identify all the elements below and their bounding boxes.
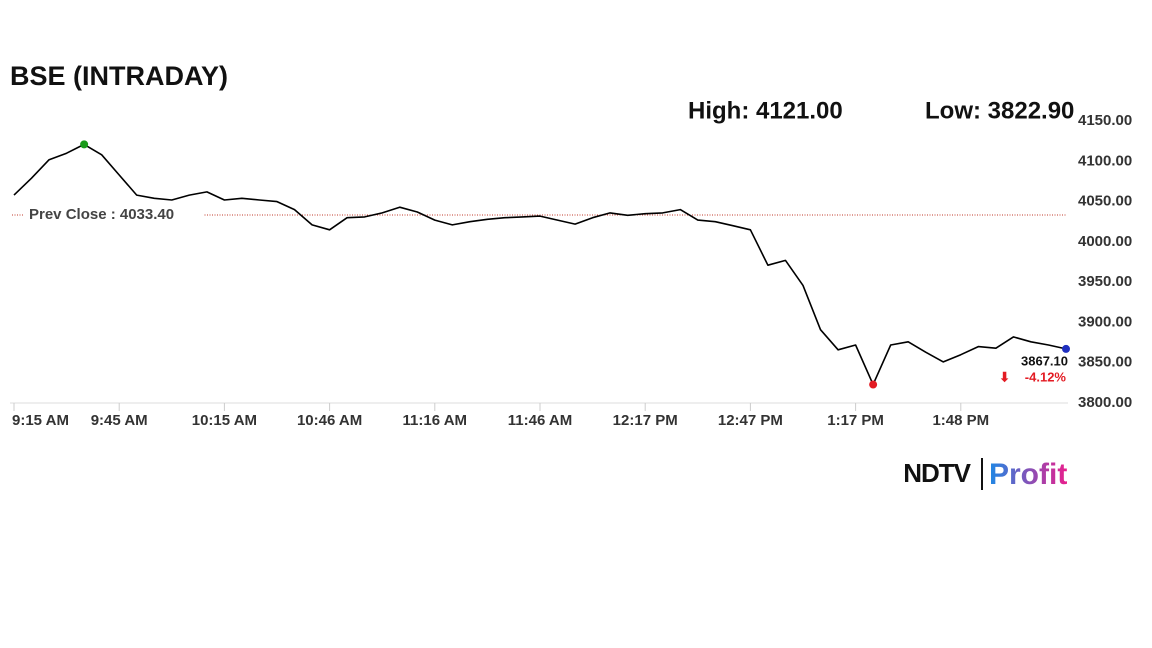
x-tick-label: 1:17 PM — [827, 412, 884, 429]
y-tick-label: 3950.00 — [1078, 273, 1132, 290]
down-arrow: ⬇ — [999, 369, 1010, 384]
change-label: -4.12% — [1025, 369, 1067, 384]
last-label: 3867.10 — [1021, 353, 1068, 368]
x-tick-label: 10:15 AM — [192, 412, 257, 429]
low-label: Low: 3822.90 — [925, 97, 1074, 124]
y-tick-label: 4000.00 — [1078, 233, 1132, 250]
brand-suffix: Profit — [989, 458, 1067, 491]
price-line — [13, 143, 1067, 386]
y-tick-label: 3800.00 — [1078, 394, 1132, 411]
high-point — [80, 140, 89, 149]
prev-close-label: Prev Close : 4033.40 — [29, 206, 174, 223]
high-label: High: 4121.00 — [688, 97, 843, 124]
y-tick-label: 4050.00 — [1078, 193, 1132, 210]
x-tick-label: 12:47 PM — [718, 412, 783, 429]
chart-title: BSE (INTRADAY) — [10, 61, 228, 91]
prev-close-bg — [24, 204, 204, 225]
x-tick-label: 10:46 AM — [297, 412, 362, 429]
x-tick-label: 12:17 PM — [613, 412, 678, 429]
x-tick-label: 1:48 PM — [932, 412, 989, 429]
x-tick-label: 9:45 AM — [91, 412, 148, 429]
x-tick-label: 11:16 AM — [403, 412, 467, 429]
y-tick-label: 3850.00 — [1078, 354, 1132, 371]
last-point — [1062, 344, 1070, 353]
x-tick-label: 11:46 AM — [508, 412, 572, 429]
y-tick-label: 4150.00 — [1078, 112, 1132, 129]
x-tick-label: 9:15 AM — [12, 412, 69, 429]
low-point — [869, 380, 878, 389]
y-tick-label: 4100.00 — [1078, 152, 1132, 169]
y-tick-label: 3900.00 — [1078, 313, 1132, 330]
brand: NDTV — [903, 458, 971, 488]
